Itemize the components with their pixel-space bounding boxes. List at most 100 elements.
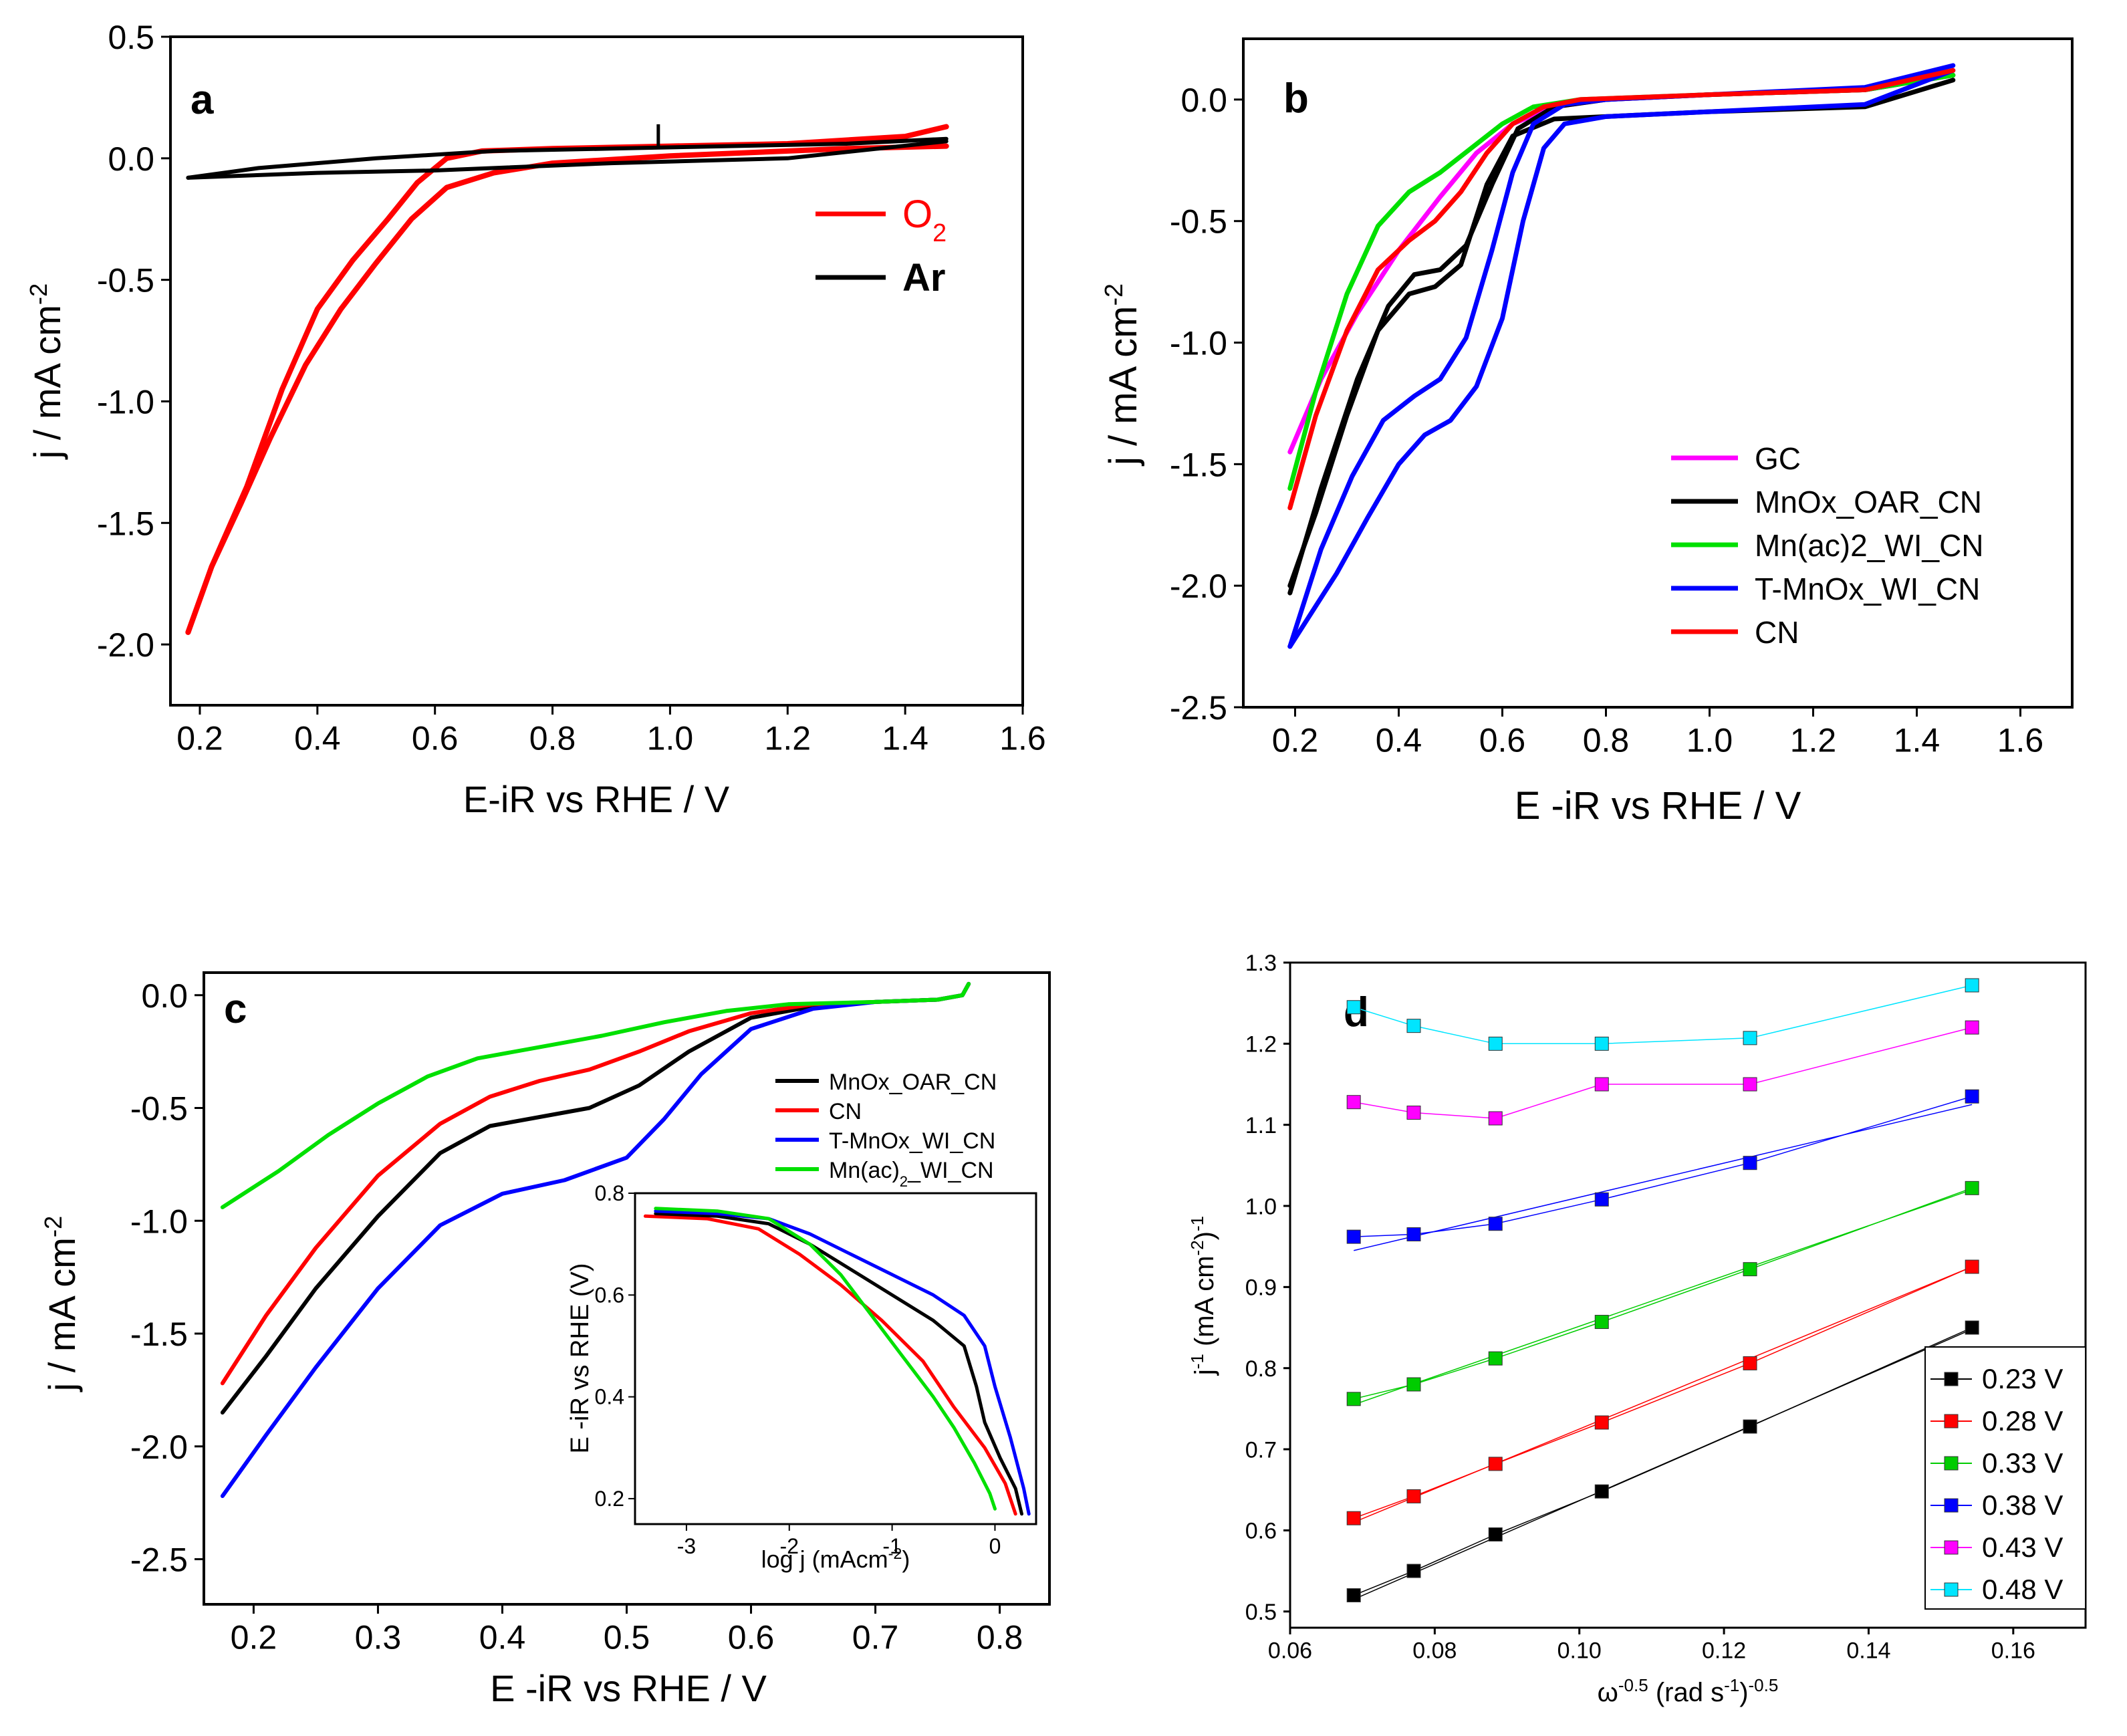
panel-a-y-tick-label: -1.0 bbox=[97, 383, 154, 420]
panel-d-series-038-fit bbox=[1354, 1104, 1973, 1251]
panel-d-series-048-point bbox=[1743, 1031, 1757, 1045]
panel-b-y-tick-label: -1.0 bbox=[1170, 325, 1227, 362]
panel-d-x-tick-label: 0.12 bbox=[1702, 1638, 1746, 1664]
panel-d-series-043-point bbox=[1743, 1077, 1757, 1092]
panel-d-series-023-point bbox=[1346, 1588, 1361, 1602]
panel-c-x-tick-label: 0.3 bbox=[355, 1619, 402, 1656]
panel-c-y-tick-label: -1.5 bbox=[130, 1316, 188, 1353]
panel-a-x-tick-label: 1.2 bbox=[765, 720, 811, 757]
panel-c-inset-x-tick-label: -3 bbox=[677, 1534, 696, 1558]
panel-d-series-048-point bbox=[1594, 1036, 1609, 1051]
panel-d-y-tick-label: 0.6 bbox=[1245, 1519, 1277, 1544]
panel-d-series-028-point bbox=[1488, 1457, 1503, 1471]
panel-d-series-028-point bbox=[1406, 1489, 1421, 1503]
panel-c-inset-y-tick-label: 0.4 bbox=[595, 1385, 624, 1409]
panel-b-x-tick-label: 1.0 bbox=[1686, 722, 1733, 759]
panel-d-legend-marker bbox=[1944, 1372, 1959, 1386]
panel-d-series-038-point bbox=[1594, 1192, 1609, 1207]
panel-a-y-axis-label: j / mA cm-2 bbox=[25, 283, 69, 461]
panel-d-series-033-point bbox=[1965, 1181, 1979, 1195]
panel-d-chart: 0.06 0.08 0.10 0.12 0.14 0.16 0.5 0.6 0.7 0.8 0.9 1… bbox=[1187, 951, 2087, 1707]
panel-b-x-tick-label: 1.6 bbox=[1997, 722, 2044, 759]
panel-c-inset-y-tick-label: 0.2 bbox=[595, 1487, 624, 1511]
panel-d-x-axis-label: ω-0.5 (rad s-1)-0.5 bbox=[1598, 1675, 1779, 1707]
panel-c-y-axis-label: j / mA cm-2 bbox=[39, 1216, 84, 1393]
panel-a-x-tick-label: 0.4 bbox=[294, 720, 341, 757]
panel-c-inset-series-cn bbox=[643, 1214, 1017, 1516]
panel-a-legend-label: O2 bbox=[902, 193, 947, 247]
panel-c-x-tick-label: 0.5 bbox=[604, 1619, 650, 1656]
panel-d-legend-marker bbox=[1944, 1582, 1959, 1597]
panel-b-x-tick-label: 0.2 bbox=[1272, 722, 1319, 759]
panel-c-legend-label: MnOx_OAR_CN bbox=[829, 1070, 997, 1095]
panel-a-y-tick-label: 0.5 bbox=[108, 19, 154, 56]
panel-c-y-tick-label: -0.5 bbox=[130, 1090, 188, 1128]
panel-d-y-axis-label: j-1 (mA cm-2)-1 bbox=[1187, 1216, 1219, 1376]
panel-d-y-tick-label: 1.3 bbox=[1245, 951, 1277, 976]
panel-c-letter: c bbox=[224, 986, 247, 1032]
panel-a-x-tick-label: 0.8 bbox=[529, 720, 576, 757]
panel-c-x-tick-label: 0.7 bbox=[852, 1619, 899, 1656]
panel-c-y-tick-label: -2.0 bbox=[130, 1429, 188, 1466]
panel-c-x-tick-label: 0.8 bbox=[977, 1619, 1023, 1656]
panel-b-legend-label: T-MnOx_WI_CN bbox=[1755, 572, 1980, 606]
panel-d-x-tick-label: 0.10 bbox=[1557, 1638, 1602, 1664]
panel-b-chart: 0.2 0.4 0.6 0.8 1.0 1.2 1.4 1.6 0.0 -0.5 -1.0 -1.5 -… bbox=[1100, 37, 2074, 828]
panel-d-series-023-point bbox=[1406, 1564, 1421, 1578]
panel-b-x-tick-label: 0.4 bbox=[1376, 722, 1422, 759]
panel-b-y-tick-label: -2.0 bbox=[1170, 568, 1227, 605]
panel-a-x-tick-label: 1.4 bbox=[882, 720, 928, 757]
panel-b-legend-label: GC bbox=[1755, 441, 1801, 476]
panel-b-legend-label: Mn(ac)2_WI_CN bbox=[1755, 528, 1984, 563]
panel-d-series-048-point bbox=[1346, 1000, 1361, 1015]
panel-d-y-tick-label: 0.8 bbox=[1245, 1356, 1277, 1382]
panel-c-inset-x-tick-label: -2 bbox=[780, 1534, 799, 1558]
panel-c-chart: 0.2 0.3 0.4 0.5 0.6 0.7 0.8 0.0 -0.5 -1.0 -1.5 -2.0… bbox=[39, 971, 1051, 1709]
panel-a-chart: 0.2 0.4 0.6 0.8 1.0 1.2 1.4 1.6 0.5 0.0 -0.5 -1.0 -1… bbox=[25, 19, 1046, 820]
panel-d-series-043-line bbox=[1353, 1027, 1973, 1119]
panel-d-series-028-point bbox=[1965, 1259, 1979, 1274]
panel-a-x-axis-label: E-iR vs RHE / V bbox=[463, 778, 730, 820]
panel-c-legend-label: Mn(ac)2_WI_CN bbox=[829, 1158, 994, 1190]
panel-d-series-028-line bbox=[1353, 1266, 1973, 1519]
panel-d-series-023-point bbox=[1965, 1320, 1979, 1335]
panel-b-legend-label: MnOx_OAR_CN bbox=[1755, 485, 1982, 519]
panel-d-y-tick-label: 1.2 bbox=[1245, 1032, 1277, 1058]
panel-d-series-043-point bbox=[1488, 1111, 1503, 1126]
panel-d-series-043-point bbox=[1406, 1105, 1421, 1120]
panel-a-x-tick-label: 0.2 bbox=[176, 720, 223, 757]
panel-d-series-043-point bbox=[1346, 1095, 1361, 1110]
panel-d-y-tick-label: 1.0 bbox=[1245, 1194, 1277, 1219]
panel-c-x-tick-label: 0.4 bbox=[479, 1619, 526, 1656]
panel-d-x-tick-label: 0.06 bbox=[1268, 1638, 1312, 1664]
panel-b-legend-label: CN bbox=[1755, 615, 1799, 650]
panel-c-inset-x-tick-label: -1 bbox=[882, 1534, 901, 1558]
panel-c-y-tick-label: -1.0 bbox=[130, 1203, 188, 1240]
panel-d-series-033-point bbox=[1346, 1392, 1361, 1406]
panel-d-legend-marker bbox=[1944, 1456, 1959, 1471]
panel-d-series-023-line bbox=[1353, 1327, 1973, 1596]
panel-d-legend-label: 0.33 V bbox=[1982, 1447, 2063, 1479]
panel-d-series-038-point bbox=[1488, 1217, 1503, 1231]
panel-d-legend-marker bbox=[1944, 1498, 1959, 1513]
panel-a-y-tick-label: -1.5 bbox=[97, 505, 154, 542]
panel-d-legend-label: 0.23 V bbox=[1982, 1363, 2063, 1394]
panel-b-series-t-mnox-wi-cn-return- bbox=[1287, 68, 1956, 649]
panel-c-inset-y-tick-label: 0.8 bbox=[595, 1181, 624, 1205]
panel-c-inset-series-mnox-oar-cn bbox=[654, 1212, 1023, 1516]
panel-c-inset-frame bbox=[634, 1192, 1037, 1525]
panel-c-x-tick-label: 0.2 bbox=[231, 1619, 277, 1656]
panel-b-x-tick-label: 1.4 bbox=[1894, 722, 1941, 759]
panel-d-series-043-point bbox=[1965, 1020, 1979, 1035]
panel-d-legend-label: 0.48 V bbox=[1982, 1574, 2063, 1605]
panel-b-letter: b bbox=[1283, 76, 1309, 122]
panel-c-legend-label: CN bbox=[829, 1099, 862, 1124]
panel-a-y-tick-label: -2.0 bbox=[97, 626, 154, 664]
panel-a-series-ar-return- bbox=[186, 139, 949, 180]
panel-a-series-o2-cathodic- bbox=[185, 143, 949, 635]
panel-c-legend-label: T-MnOx_WI_CN bbox=[829, 1128, 995, 1154]
panel-b-y-tick-label: -2.5 bbox=[1170, 689, 1227, 727]
panel-b-x-tick-label: 1.2 bbox=[1790, 722, 1837, 759]
panel-d-series-023-point bbox=[1594, 1484, 1609, 1499]
panel-d-series-023-point bbox=[1488, 1527, 1503, 1541]
